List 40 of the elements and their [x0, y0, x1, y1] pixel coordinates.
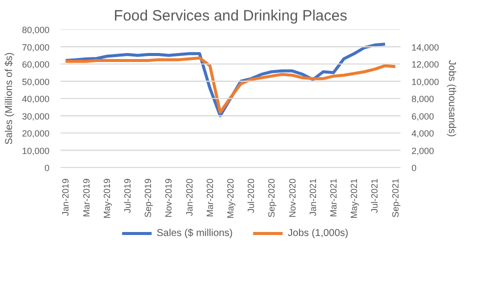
- x-tick-label: Nov-2019: [164, 178, 174, 218]
- y2-tick-label: 4,000: [412, 128, 434, 138]
- y2-tick-label: 10,000: [412, 76, 440, 87]
- x-tick-label: Mar-2020: [204, 178, 215, 218]
- x-tick-label: Jul-2019: [122, 178, 132, 214]
- x-tick-label: Jul-2021: [370, 178, 380, 214]
- x-tick-label: Sep-2020: [266, 178, 277, 218]
- x-tick-label: Mar-2019: [81, 178, 92, 218]
- line-series: [64, 56, 397, 114]
- x-tick-label: Nov-2020: [287, 178, 298, 218]
- y-tick-label: 50,000: [22, 76, 50, 87]
- x-tick-label: Jan-2021: [308, 178, 318, 216]
- y2-tick-label: 2,000: [412, 146, 434, 156]
- y2-axis-title: Jobs (thousands): [446, 60, 458, 137]
- y-tick-label: 20,000: [22, 128, 50, 138]
- y-tick-label: 80,000: [22, 25, 50, 35]
- x-tick-label: Sep-2021: [390, 178, 400, 218]
- x-tick-label: May-2020: [226, 178, 236, 219]
- y2-tick-label: 0: [412, 163, 417, 173]
- y2-tick-label: 8,000: [412, 94, 434, 104]
- y-tick-label: 40,000: [22, 94, 50, 104]
- x-tick-label: Mar-2021: [328, 178, 339, 218]
- y-tick-label: 60,000: [22, 60, 50, 70]
- y-tick-label: 30,000: [22, 111, 50, 122]
- x-tick-label: May-2021: [349, 178, 360, 219]
- x-tick-label: Jul-2020: [246, 178, 256, 214]
- x-tick-label: Jan-2019: [60, 178, 71, 216]
- x-tick-label: Sep-2019: [143, 178, 154, 218]
- legend-label: Sales ($ millions): [156, 228, 233, 238]
- chart-title: Food Services and Drinking Places: [114, 8, 348, 24]
- y-tick-label: 70,000: [22, 42, 50, 52]
- x-tick-label: Jan-2020: [184, 178, 194, 216]
- y2-tick-label: 6,000: [412, 111, 434, 122]
- y-tick-label: 0: [44, 163, 50, 173]
- y-tick-label: 10,000: [22, 146, 50, 156]
- legend-label: Jobs (1,000s): [288, 228, 348, 238]
- y2-tick-label: 12,000: [412, 60, 440, 70]
- y2-tick-label: 14,000: [412, 42, 440, 52]
- y-axis-title: Sales (Millions of $s): [4, 52, 15, 145]
- x-tick-label: May-2019: [102, 178, 112, 219]
